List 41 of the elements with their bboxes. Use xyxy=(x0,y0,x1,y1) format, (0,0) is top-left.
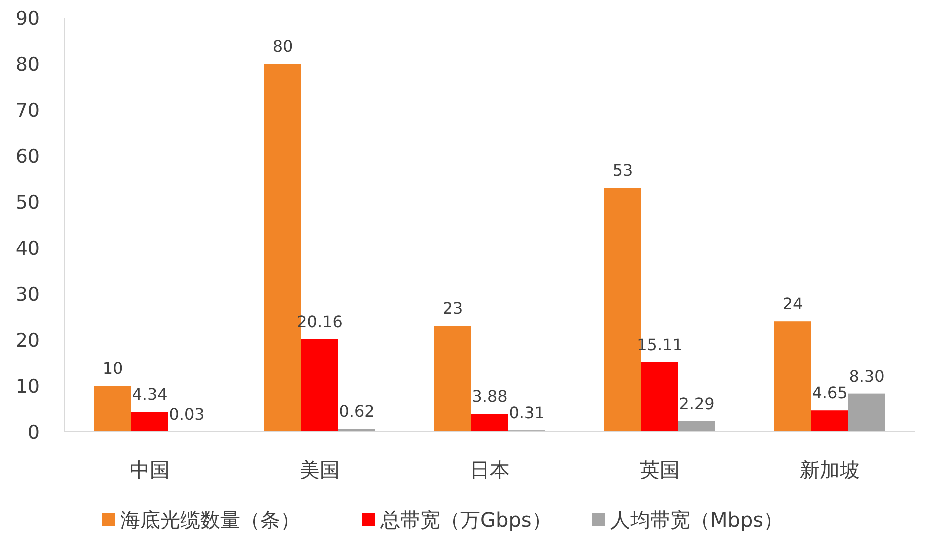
bar xyxy=(132,412,168,432)
bar xyxy=(434,326,472,432)
data-label: 8.30 xyxy=(849,366,885,386)
y-tick-label: 20 xyxy=(16,330,40,352)
data-label: 4.65 xyxy=(812,384,848,403)
y-tick-label: 10 xyxy=(16,376,40,398)
bar xyxy=(642,362,678,432)
bar xyxy=(848,394,886,432)
y-tick-label: 0 xyxy=(28,422,40,444)
legend-label: 总带宽（万Gbps） xyxy=(380,508,552,532)
bar xyxy=(812,410,848,432)
bar xyxy=(94,386,132,432)
legend-label: 人均带宽（Mbps） xyxy=(610,508,784,532)
x-tick-label: 新加坡 xyxy=(800,458,860,482)
data-label: 23 xyxy=(442,299,464,318)
y-tick-label: 40 xyxy=(16,238,40,260)
x-tick-label: 中国 xyxy=(130,458,170,482)
data-label: 0.62 xyxy=(339,402,375,422)
y-tick-label: 80 xyxy=(16,54,40,76)
data-label: 0.31 xyxy=(509,404,545,423)
data-label: 4.34 xyxy=(132,385,168,404)
bar xyxy=(472,414,508,432)
data-label: 80 xyxy=(272,37,294,56)
data-label: 2.29 xyxy=(679,394,715,414)
data-label: 3.88 xyxy=(472,387,508,406)
data-label: 10 xyxy=(102,359,124,378)
legend-label: 海底光缆数量（条） xyxy=(120,508,300,532)
bar xyxy=(774,322,812,432)
bar xyxy=(302,339,338,432)
data-label: 24 xyxy=(782,294,804,314)
data-label: 53 xyxy=(612,161,634,180)
y-tick-label: 70 xyxy=(16,100,40,122)
y-tick-label: 30 xyxy=(16,284,40,306)
data-label: 0.03 xyxy=(169,404,205,424)
y-tick-label: 90 xyxy=(16,8,40,30)
x-tick-label: 英国 xyxy=(640,458,680,482)
y-tick-label: 50 xyxy=(16,192,40,214)
bar xyxy=(678,421,716,432)
x-tick-label: 日本 xyxy=(470,458,510,482)
y-tick-label: 60 xyxy=(16,146,40,168)
x-tick-label: 美国 xyxy=(300,458,340,482)
